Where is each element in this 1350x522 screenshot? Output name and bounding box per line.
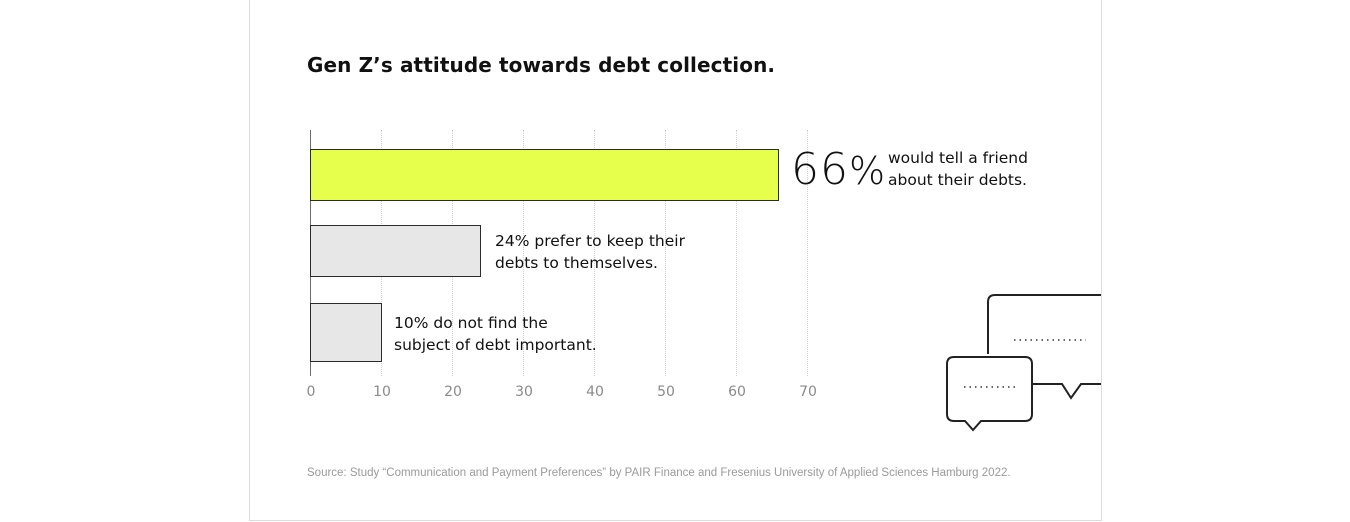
bar1-label: would tell a friend about their debts. xyxy=(888,147,1028,191)
bar1-label-line1: would tell a friend xyxy=(888,149,1028,167)
source-note: Source: Study “Communication and Payment… xyxy=(307,467,1011,479)
x-tick-20: 20 xyxy=(444,384,462,400)
bar1-label-line2: about their debts. xyxy=(888,171,1027,189)
bar3-label: 10% do not find the subject of debt impo… xyxy=(394,312,597,356)
big-percentage-sign: % xyxy=(849,149,887,193)
x-tick-10: 10 xyxy=(373,384,391,400)
bar-not-important xyxy=(310,303,382,362)
gridline-70 xyxy=(807,130,808,376)
chart-card: Gen Z’s attitude towards debt collection… xyxy=(249,0,1102,521)
gridline-30 xyxy=(523,130,524,376)
gridline-50 xyxy=(665,130,666,376)
bar2-label: 24% prefer to keep their debts to themse… xyxy=(495,230,685,274)
gridline-60 xyxy=(736,130,737,376)
gridline-40 xyxy=(594,130,595,376)
bar3-label-line2: subject of debt important. xyxy=(394,336,597,354)
x-tick-30: 30 xyxy=(515,384,533,400)
speech-bubbles-icon xyxy=(946,294,1101,432)
bar2-label-line1: 24% prefer to keep their xyxy=(495,232,685,250)
chart-title: Gen Z’s attitude towards debt collection… xyxy=(307,53,776,77)
big-percentage: 66% xyxy=(791,144,886,195)
bar-would-tell-friend xyxy=(310,149,779,201)
x-tick-70: 70 xyxy=(799,384,817,400)
x-tick-0: 0 xyxy=(306,384,316,400)
x-tick-40: 40 xyxy=(586,384,604,400)
x-tick-50: 50 xyxy=(657,384,675,400)
big-percentage-number: 66 xyxy=(791,144,849,195)
bar3-label-line1: 10% do not find the xyxy=(394,314,548,332)
bar2-label-line2: debts to themselves. xyxy=(495,254,658,272)
bar-keep-to-themselves xyxy=(310,225,481,277)
x-tick-60: 60 xyxy=(728,384,746,400)
